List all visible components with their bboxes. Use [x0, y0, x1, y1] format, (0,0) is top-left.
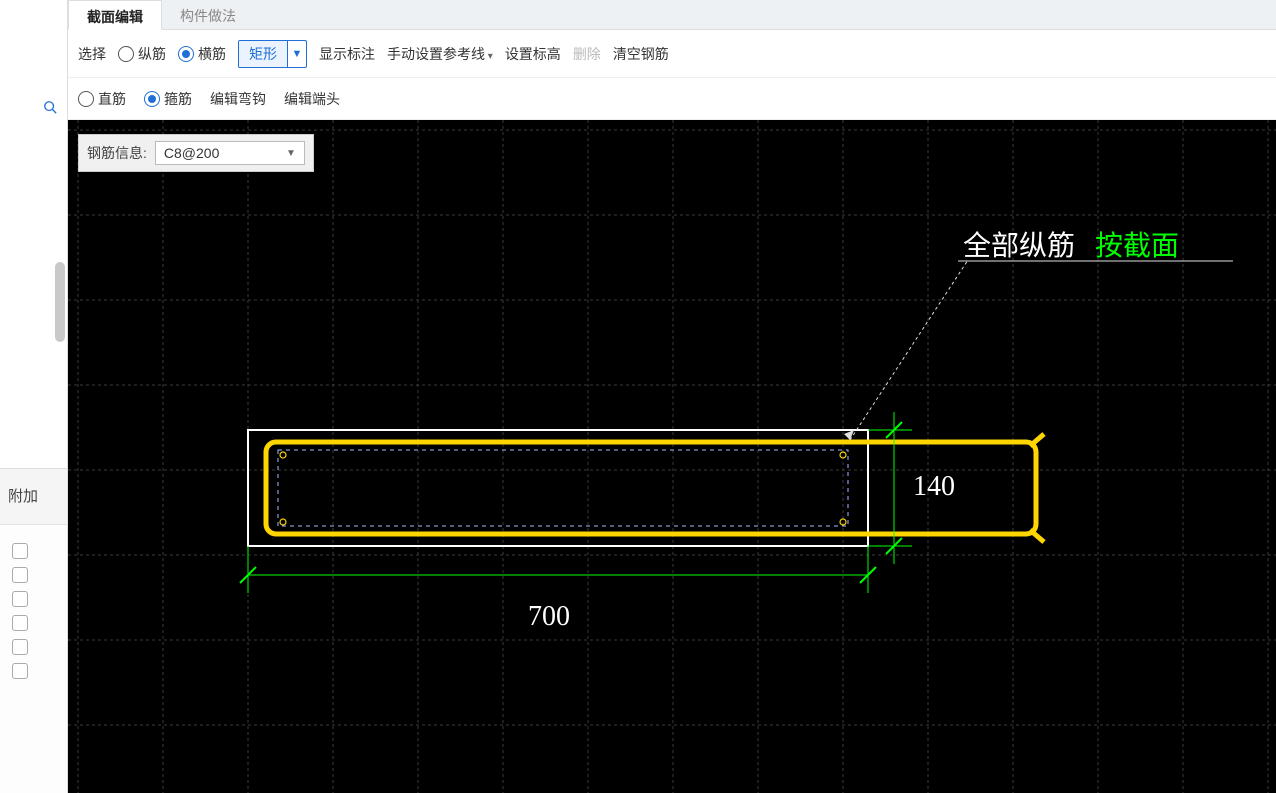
rebar-info-box: 钢筋信息: C8@200 ▼: [78, 134, 314, 172]
clear-rebar-button[interactable]: 清空钢筋: [613, 44, 669, 64]
svg-text:700: 700: [528, 601, 570, 632]
rebar-info-value: C8@200: [164, 145, 219, 161]
checkbox-2[interactable]: [12, 567, 28, 583]
chevron-down-icon: ▼: [286, 148, 296, 159]
radio-icon: [78, 91, 94, 107]
search-icon-row: [0, 94, 67, 122]
set-elevation-button[interactable]: 设置标高: [505, 44, 561, 64]
toolbar-primary: 选择 纵筋 横筋 矩形 ▼ 显示标注 手动设置参考线 设置标高 删除 清空钢筋: [68, 30, 1276, 78]
tab-section-edit[interactable]: 截面编辑: [68, 0, 162, 30]
checkbox-1[interactable]: [12, 543, 28, 559]
radio-longitudinal[interactable]: 纵筋: [118, 44, 166, 64]
svg-text:140: 140: [913, 471, 955, 502]
svg-text:全部纵筋: 全部纵筋: [963, 230, 1075, 262]
scrollbar-thumb[interactable]: [55, 262, 65, 342]
checkbox-column: [0, 525, 67, 697]
left-panel: 附加: [0, 0, 68, 793]
dropdown-label: 矩形: [239, 41, 288, 67]
left-bottom-panel: 附加: [0, 468, 67, 793]
radio-icon: [178, 46, 194, 62]
select-label: 选择: [78, 44, 106, 64]
svg-text:按截面: 按截面: [1095, 230, 1179, 262]
left-scroll-region: [0, 122, 67, 468]
show-annotation-button[interactable]: 显示标注: [319, 44, 375, 64]
main-panel: 截面编辑 构件做法 选择 纵筋 横筋 矩形 ▼ 显示标注 手动设置参考线 设置标…: [68, 0, 1276, 793]
radio-icon: [144, 91, 160, 107]
checkbox-4[interactable]: [12, 615, 28, 631]
tab-member-method[interactable]: 构件做法: [162, 0, 254, 29]
radio-label: 横筋: [198, 44, 226, 64]
tabs: 截面编辑 构件做法: [68, 0, 1276, 30]
radio-straight[interactable]: 直筋: [78, 89, 126, 109]
radio-icon: [118, 46, 134, 62]
checkbox-6[interactable]: [12, 663, 28, 679]
canvas-svg: 700 140 全部纵筋按截面: [68, 120, 1276, 793]
checkbox-3[interactable]: [12, 591, 28, 607]
radio-stirrup[interactable]: 箍筋: [144, 89, 192, 109]
radio-label: 纵筋: [138, 44, 166, 64]
delete-button: 删除: [573, 44, 601, 64]
radio-label: 直筋: [98, 89, 126, 109]
edit-end-button[interactable]: 编辑端头: [284, 89, 340, 109]
search-icon[interactable]: [43, 100, 57, 117]
rebar-info-label: 钢筋信息:: [87, 143, 147, 163]
radio-label: 箍筋: [164, 89, 192, 109]
chevron-down-icon: ▼: [288, 48, 306, 60]
additional-header: 附加: [0, 469, 67, 525]
radio-transverse[interactable]: 横筋: [178, 44, 226, 64]
canvas[interactable]: 钢筋信息: C8@200 ▼ 700 140 全部纵筋按截面: [68, 120, 1276, 793]
rebar-info-select[interactable]: C8@200 ▼: [155, 141, 305, 165]
shape-dropdown[interactable]: 矩形 ▼: [238, 40, 307, 68]
manual-refline-button[interactable]: 手动设置参考线: [387, 44, 493, 64]
edit-hook-button[interactable]: 编辑弯钩: [210, 89, 266, 109]
toolbar-secondary: 直筋 箍筋 编辑弯钩 编辑端头: [68, 78, 1276, 120]
checkbox-5[interactable]: [12, 639, 28, 655]
